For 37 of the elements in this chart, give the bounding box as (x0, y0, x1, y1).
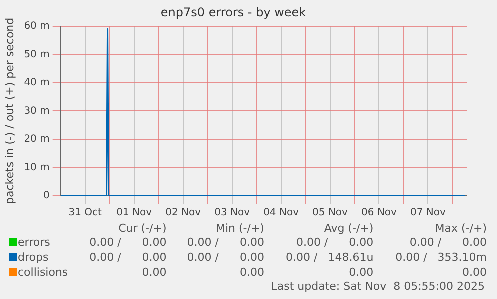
text: 0.00 / 0.00 (296, 235, 375, 250)
y-tick-label: 60 m (24, 20, 50, 32)
text: Min (-/+) (214, 222, 266, 235)
legend-label: errors (17, 235, 52, 250)
text: Max (-/+) (434, 222, 488, 235)
x-tick-label: 03 Nov (214, 208, 250, 219)
text: 0.00 (462, 265, 488, 280)
x-tick-label: 01 Nov (116, 208, 152, 219)
x-tick-label: 02 Nov (166, 208, 202, 219)
legend-label: drops (17, 250, 50, 265)
text: 0.00 (348, 265, 375, 280)
y-axis-title: packets in (-) / out (+) per second (3, 18, 16, 205)
x-tick-label: 07 Nov (410, 208, 446, 219)
y-tick-label: 50 m (24, 49, 50, 60)
text: 0.00 (141, 265, 168, 280)
y-tick-label: 0 (43, 190, 50, 202)
y-tick-label: 10 m (24, 162, 50, 174)
text: Cur (-/+) (118, 222, 168, 235)
y-tick-label: 20 m (24, 134, 50, 146)
y-tick-label: 30 m (24, 106, 50, 117)
text: 0.00 / 0.00 (88, 235, 168, 250)
legend-label: collisions (17, 265, 70, 280)
chart-title: enp7s0 errors - by week (160, 5, 306, 20)
text: Avg (-/+) (323, 222, 375, 235)
text: 0.00 / 0.00 (408, 235, 488, 250)
text: 0.00 (238, 265, 266, 280)
x-tick-label: 04 Nov (264, 208, 300, 219)
text: 0.00 / 0.00 (186, 250, 266, 265)
x-tick-label: 06 Nov (362, 208, 398, 219)
text: 0.00 / 0.00 (88, 250, 168, 265)
text: 0.00 / 353.10m (394, 250, 488, 265)
x-tick-label: 31 Oct (68, 208, 102, 219)
y-tick-label: 40 m (24, 78, 50, 89)
text: Last update: Sat Nov 8 05:55:00 2025 (270, 280, 486, 293)
text: 0.00 / 0.00 (186, 235, 266, 250)
text: 0.00 / 148.61u (285, 250, 375, 265)
x-tick-label: 05 Nov (312, 208, 348, 219)
